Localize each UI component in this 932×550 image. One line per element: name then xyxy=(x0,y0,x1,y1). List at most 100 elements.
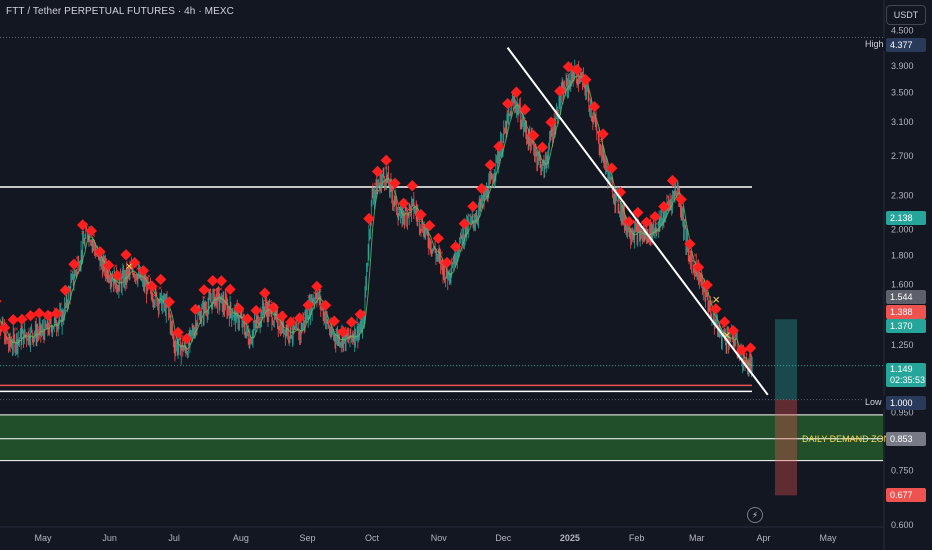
daily-demand-zone-label: DAILY DEMAND ZONE xyxy=(802,434,897,444)
sell-signal-diamond xyxy=(163,296,176,308)
signal-cross: × xyxy=(3,321,7,328)
x-tick-label: Aug xyxy=(233,533,249,543)
y-tick-label: 2.700 xyxy=(891,151,914,161)
signal-cross: × xyxy=(136,266,140,273)
sell-signal-diamond xyxy=(397,197,410,210)
sell-signal-diamond xyxy=(701,279,713,291)
high-label: High xyxy=(862,38,887,51)
signal-cross: × xyxy=(301,311,305,318)
signal-cross: × xyxy=(445,268,449,275)
signal-cross: × xyxy=(710,299,714,306)
sell-signal-diamond xyxy=(666,174,679,187)
sell-signal-diamond xyxy=(293,312,306,324)
signal-cross: × xyxy=(655,221,659,228)
signal-cross: × xyxy=(25,332,29,339)
signal-cross: × xyxy=(224,294,228,301)
signal-cross: × xyxy=(351,329,355,336)
sell-signal-diamond xyxy=(406,180,418,192)
signal-cross: × xyxy=(70,268,74,275)
signal-cross: × xyxy=(749,353,753,360)
sell-signal-diamond xyxy=(233,302,245,315)
sell-signal-diamond xyxy=(363,212,375,225)
x-tick-label: Nov xyxy=(431,533,448,543)
candle-countdown: 02:35:53 xyxy=(890,375,926,385)
y-tick-label: 3.900 xyxy=(891,61,914,71)
signal-cross: × xyxy=(699,271,703,278)
sell-signal-diamond xyxy=(623,216,635,228)
sell-signal-diamond xyxy=(640,216,653,228)
signal-cross: × xyxy=(588,96,592,103)
current-price-tag: 1.149 02:35:53 xyxy=(886,363,926,387)
sell-signal-diamond xyxy=(744,342,757,354)
chart-title: FTT / Tether PERPETUAL FUTURES · 4h · ME… xyxy=(6,6,234,17)
signal-cross: × xyxy=(473,213,477,220)
yellow-cross-marker: × xyxy=(125,259,133,274)
low-price-tag: 1.000 xyxy=(886,396,926,410)
signal-cross: × xyxy=(219,287,223,294)
signal-cross: × xyxy=(213,288,217,295)
candles xyxy=(0,59,753,378)
signal-cross: × xyxy=(296,321,300,328)
sell-signal-diamond xyxy=(215,275,228,287)
signal-cross: × xyxy=(318,288,322,295)
x-tick-label: May xyxy=(819,533,837,543)
lightning-icon[interactable]: ⚡ xyxy=(747,507,763,523)
signal-cross: × xyxy=(373,181,377,188)
sell-signal-diamond xyxy=(432,232,444,245)
signal-cross: × xyxy=(428,240,432,247)
signal-cross: × xyxy=(677,189,681,196)
moving-average-line xyxy=(0,75,753,367)
signal-cross: × xyxy=(627,227,631,234)
signal-cross: × xyxy=(688,249,692,256)
sell-signal-diamond xyxy=(302,299,314,311)
signal-cross: × xyxy=(412,203,416,210)
signal-cross: × xyxy=(208,289,212,296)
sell-signal-diamond xyxy=(155,273,167,286)
signal-cross: × xyxy=(0,320,2,327)
signal-cross: × xyxy=(59,302,63,309)
signal-cross: × xyxy=(185,347,189,354)
signal-cross: × xyxy=(660,209,664,216)
sell-signal-diamond xyxy=(371,165,384,178)
signal-cross: × xyxy=(252,319,256,326)
sell-signal-diamond xyxy=(0,295,2,307)
signal-cross: × xyxy=(163,304,167,311)
sell-signal-diamond xyxy=(536,141,549,153)
signal-cross: × xyxy=(732,334,736,341)
green-lower-price-tag: 1.370 xyxy=(886,319,926,333)
sell-signal-diamond xyxy=(345,316,358,328)
sell-signal-diamond xyxy=(423,219,436,232)
sell-signal-diamond xyxy=(311,280,323,293)
signal-cross: × xyxy=(616,198,620,205)
signal-cross: × xyxy=(108,274,112,281)
sell-signal-diamond xyxy=(241,313,254,325)
signal-cross: × xyxy=(335,328,339,335)
sell-signal-diamond xyxy=(172,326,184,339)
sell-signal-diamond xyxy=(337,326,349,338)
x-tick-label: Jun xyxy=(102,533,117,543)
signal-cross: × xyxy=(14,327,18,334)
x-tick-label: Oct xyxy=(365,533,380,543)
signal-cross: × xyxy=(31,332,35,339)
signal-cross: × xyxy=(456,244,460,251)
signal-cross: × xyxy=(346,326,350,333)
signal-cross: × xyxy=(241,308,245,315)
sell-signal-diamond xyxy=(493,140,505,153)
signal-cross: × xyxy=(274,303,278,310)
signal-cross: × xyxy=(307,294,311,301)
sell-signal-diamond xyxy=(692,261,705,273)
sell-signal-diamond xyxy=(684,238,696,250)
green-price-tag: 2.138 xyxy=(886,211,926,225)
signal-cross: × xyxy=(36,325,40,332)
y-tick-label: 3.500 xyxy=(891,87,914,97)
yellow-cross-marker: × xyxy=(712,292,720,307)
currency-button[interactable]: USDT xyxy=(886,5,926,25)
current-price: 1.149 xyxy=(890,364,913,374)
position-profit-box xyxy=(775,319,797,400)
sell-signal-diamond xyxy=(276,310,288,322)
y-tick-label: 2.300 xyxy=(891,190,914,200)
signal-cross: × xyxy=(114,264,118,271)
high-price-tag: 4.377 xyxy=(886,38,926,52)
signal-cross: × xyxy=(125,270,129,277)
